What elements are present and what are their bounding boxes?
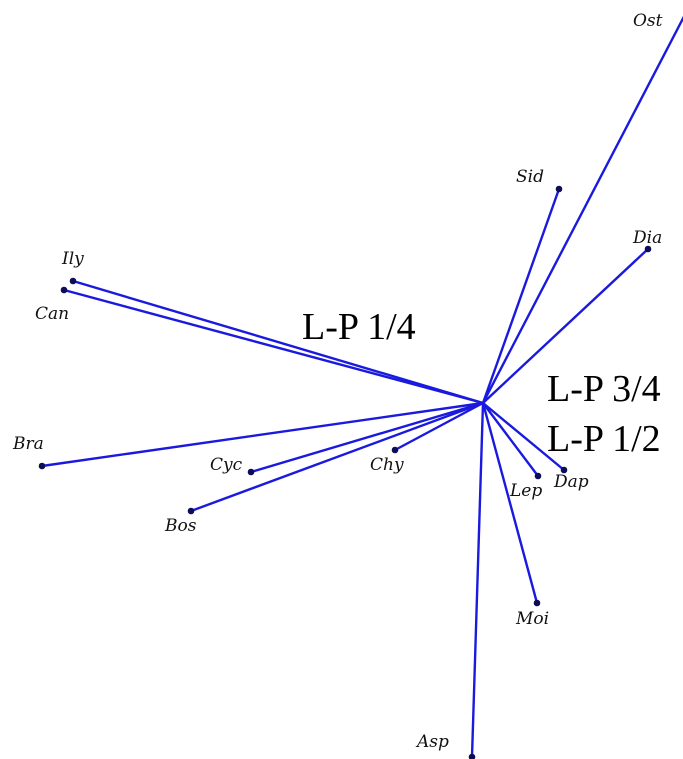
tip-node-dia — [644, 245, 652, 253]
branch-cyc — [249, 401, 485, 474]
region-label-lp-1-2: L-P 1/2 — [547, 418, 661, 460]
tip-node-dap — [560, 466, 568, 474]
branch-can — [62, 288, 485, 405]
region-label-lp-1-4: L-P 1/4 — [302, 306, 416, 348]
branch-bos — [189, 401, 485, 513]
taxon-label-can: Can — [35, 304, 69, 324]
branch-dia — [481, 247, 650, 405]
taxon-label-ily: Ily — [61, 249, 84, 269]
taxon-label-lep: Lep — [509, 481, 542, 501]
branch-ily — [71, 279, 485, 405]
branch-bra — [40, 401, 485, 468]
tip-node-ily — [69, 277, 77, 285]
branch-moi — [481, 401, 539, 605]
branch-dap — [481, 401, 566, 472]
branch-ost — [481, 15, 683, 405]
taxon-label-cyc: Cyc — [210, 455, 243, 475]
tip-node-moi — [533, 599, 541, 607]
tip-node-can — [60, 286, 68, 294]
taxon-label-sid: Sid — [516, 167, 544, 187]
taxon-label-moi: Moi — [515, 609, 549, 629]
branch-sid — [481, 187, 561, 405]
branch-lep — [481, 401, 540, 478]
branch-chy — [393, 401, 485, 452]
tip-node-cyc — [247, 468, 255, 476]
taxon-label-ost: Ost — [633, 11, 663, 31]
tip-node-bos — [187, 507, 195, 515]
branch-rays — [40, 15, 683, 759]
tip-node-chy — [391, 446, 399, 454]
region-label-lp-3-4: L-P 3/4 — [547, 368, 661, 410]
taxon-label-chy: Chy — [370, 455, 404, 475]
taxon-label-bra: Bra — [12, 434, 44, 454]
taxon-label-bos: Bos — [164, 516, 197, 536]
tip-node-asp — [468, 753, 476, 759]
taxon-label-dia: Dia — [632, 228, 662, 248]
taxon-label-dap: Dap — [553, 472, 589, 492]
tip-node-bra — [38, 462, 46, 470]
branch-asp — [470, 401, 485, 759]
tip-node-sid — [555, 185, 563, 193]
taxon-labels: Ost Sid Dia Ily Can Bra Cyc Chy Bos Lep Dap Moi Asp — [12, 11, 663, 752]
branch-tips — [38, 185, 652, 759]
tip-node-lep — [534, 472, 542, 480]
taxon-label-asp: Asp — [415, 732, 449, 752]
